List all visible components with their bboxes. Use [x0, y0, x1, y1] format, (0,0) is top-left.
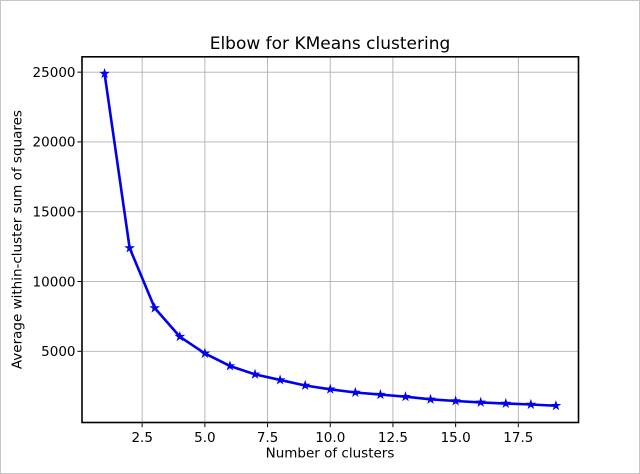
data-point-marker: [550, 400, 562, 411]
y-tick-label: 20000: [33, 135, 76, 151]
data-series: [99, 67, 562, 411]
data-point-marker: [475, 396, 487, 407]
y-tick-label: 25000: [33, 65, 76, 81]
data-point-marker: [375, 388, 386, 400]
data-point-marker: [450, 395, 461, 406]
y-axis-label: Average within-cluster sum of squares: [10, 110, 26, 369]
x-tick-label: 7.5: [257, 430, 278, 446]
chart-title: Elbow for KMeans clustering: [210, 34, 451, 54]
data-point-marker: [425, 393, 436, 404]
data-point-marker: [149, 302, 161, 313]
plot-border: [81, 55, 580, 424]
data-point-marker: [99, 67, 110, 79]
x-tick-label: 10.0: [315, 430, 345, 446]
data-point-marker: [249, 368, 261, 379]
x-axis-label: Number of clusters: [266, 446, 395, 462]
data-point-marker: [124, 242, 135, 253]
x-tick-label: 12.5: [378, 430, 408, 446]
data-point-marker: [174, 331, 186, 342]
x-tick-label: 17.5: [503, 430, 533, 446]
x-tick-label: 15.0: [441, 430, 471, 446]
data-point-marker: [525, 398, 537, 410]
tick-layer: 2.5 5.0 7.5 10.0 12.5 15.0 17.5 5000 10000 15000 2…: [33, 65, 534, 446]
data-point-marker: [500, 397, 512, 409]
data-point-marker: [350, 386, 361, 398]
y-tick-label: 15000: [33, 205, 76, 221]
plot-spines: [81, 55, 580, 424]
data-point-marker: [199, 347, 211, 358]
data-point-marker: [400, 391, 411, 402]
data-point-marker: [299, 379, 311, 391]
x-tick-label: 2.5: [131, 430, 152, 446]
y-tick-label: 5000: [41, 344, 75, 360]
grid-layer: [82, 56, 579, 423]
y-tick-label: 10000: [33, 274, 76, 290]
data-point-marker: [274, 374, 286, 385]
data-point-marker: [324, 383, 336, 394]
x-tick-label: 5.0: [194, 430, 215, 446]
data-point-marker: [224, 360, 236, 371]
